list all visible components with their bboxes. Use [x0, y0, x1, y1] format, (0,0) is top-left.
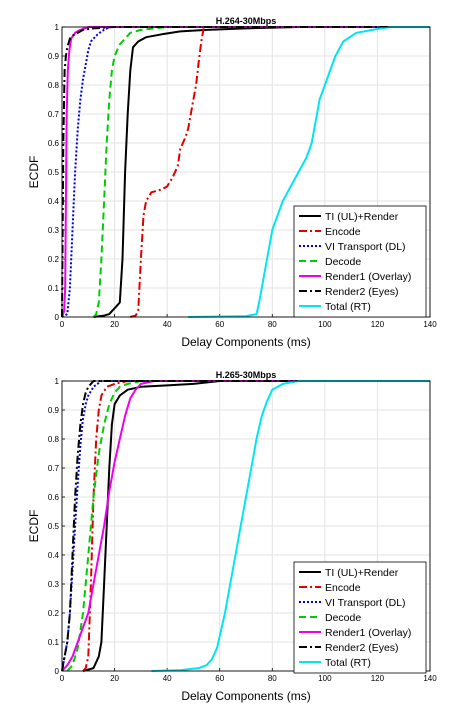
x-tick-label: 40: [163, 674, 172, 683]
legend-label-1: Encode: [325, 582, 361, 594]
legend-label-4: Render1 (Overlay): [325, 627, 411, 639]
y-tick-label: 1: [55, 23, 60, 32]
series-line-5: [61, 26, 430, 318]
legend-label-3: Decode: [325, 256, 361, 268]
x-tick-label: 100: [318, 320, 332, 329]
series-line-2: [61, 26, 430, 318]
x-tick-label: 40: [163, 320, 172, 329]
legend-label-5: Render2 (Eyes): [325, 642, 399, 654]
legend-label-4: Render1 (Overlay): [325, 271, 411, 283]
y-tick-label: 0.2: [48, 255, 60, 264]
legend-label-6: Total (RT): [325, 301, 371, 313]
series-line-1: [130, 26, 430, 318]
series-group: [61, 380, 430, 672]
plot-frame: [61, 26, 431, 318]
y-tick-label: 0.4: [48, 197, 60, 206]
legend-label-2: VI Transport (DL): [325, 241, 406, 253]
series-line-3: [66, 380, 430, 672]
series-line-4: [61, 380, 430, 672]
y-tick-label: 0.9: [48, 406, 60, 415]
x-axis-label: Delay Components (ms): [181, 689, 310, 703]
x-axis-label: Delay Components (ms): [181, 335, 310, 349]
y-tick-label: 0.8: [48, 81, 60, 90]
series-line-6: [188, 26, 430, 318]
series-line-6: [151, 380, 430, 672]
y-tick-label: 0: [55, 667, 60, 676]
y-tick-label: 0.1: [48, 638, 60, 647]
y-tick-label: 0.2: [48, 609, 60, 618]
y-tick-label: 0.3: [48, 580, 60, 589]
chart-title: H.265-30Mbps: [216, 370, 277, 380]
y-tick-label: 0.9: [48, 52, 60, 61]
y-tick-label: 0.7: [48, 110, 60, 119]
x-tick-label: 140: [423, 674, 437, 683]
series-group: [61, 26, 430, 318]
y-tick-label: 0.5: [48, 522, 60, 531]
y-tick-label: 1: [55, 377, 60, 386]
legend-label-0: TI (UL)+Render: [325, 211, 399, 223]
y-tick-label: 0.5: [48, 168, 60, 177]
legend-label-2: VI Transport (DL): [325, 597, 406, 609]
chart-0: 0 20 40 60 80 100 120 140 0 0.1 0.2 0.3 0.4 0.5 0.6 0.7…: [27, 16, 437, 349]
y-tick-label: 0: [55, 313, 60, 322]
series-line-3: [92, 26, 430, 318]
series-line-0: [93, 26, 430, 318]
y-tick-label: 0.6: [48, 139, 60, 148]
legend-label-3: Decode: [325, 612, 361, 624]
x-tick-label: 80: [268, 320, 277, 329]
x-tick-label: 20: [110, 674, 119, 683]
series-line-2: [61, 380, 430, 672]
legend-label-1: Encode: [325, 226, 361, 238]
x-tick-label: 100: [318, 674, 332, 683]
legend-label-6: Total (RT): [325, 657, 371, 669]
chart-1: 0 20 40 60 80 100 120 140 0 0.1 0.2 0.3 0.4 0.5 0.6 0.7…: [27, 370, 437, 703]
x-tick-label: 120: [371, 320, 385, 329]
series-line-0: [82, 380, 430, 672]
x-tick-label: 140: [423, 320, 437, 329]
y-tick-label: 0.8: [48, 435, 60, 444]
y-tick-label: 0.1: [48, 284, 60, 293]
x-tick-label: 20: [110, 320, 119, 329]
plot-frame: [61, 380, 431, 672]
chart-title: H.264-30Mbps: [216, 16, 277, 26]
legend: TI (UL)+Render Encode VI Transport (DL) Dec…: [293, 561, 427, 674]
x-tick-label: 60: [215, 674, 224, 683]
y-tick-label: 0.4: [48, 551, 60, 560]
x-tick-label: 0: [60, 320, 65, 329]
legend-label-5: Render2 (Eyes): [325, 286, 399, 298]
legend-label-0: TI (UL)+Render: [325, 567, 399, 579]
x-tick-label: 0: [60, 674, 65, 683]
legend: TI (UL)+Render Encode VI Transport (DL) Dec…: [293, 205, 427, 318]
x-tick-label: 80: [268, 674, 277, 683]
x-tick-label: 120: [371, 674, 385, 683]
y-tick-label: 0.7: [48, 464, 60, 473]
x-tick-label: 60: [215, 320, 224, 329]
y-axis-label: ECDF: [27, 156, 41, 189]
y-tick-label: 0.3: [48, 226, 60, 235]
y-axis-label: ECDF: [27, 510, 41, 543]
y-tick-label: 0.6: [48, 493, 60, 502]
series-line-4: [61, 26, 430, 318]
